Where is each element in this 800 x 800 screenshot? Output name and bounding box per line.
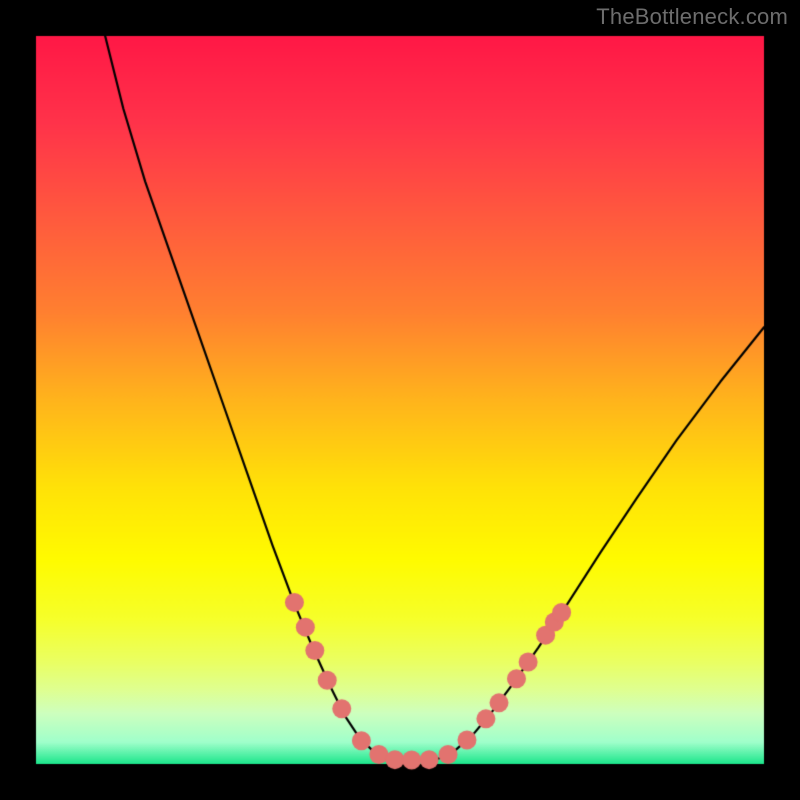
bottleneck-v-curve-chart	[0, 0, 800, 800]
watermark-text: TheBottleneck.com	[596, 4, 788, 30]
chart-container: TheBottleneck.com	[0, 0, 800, 800]
